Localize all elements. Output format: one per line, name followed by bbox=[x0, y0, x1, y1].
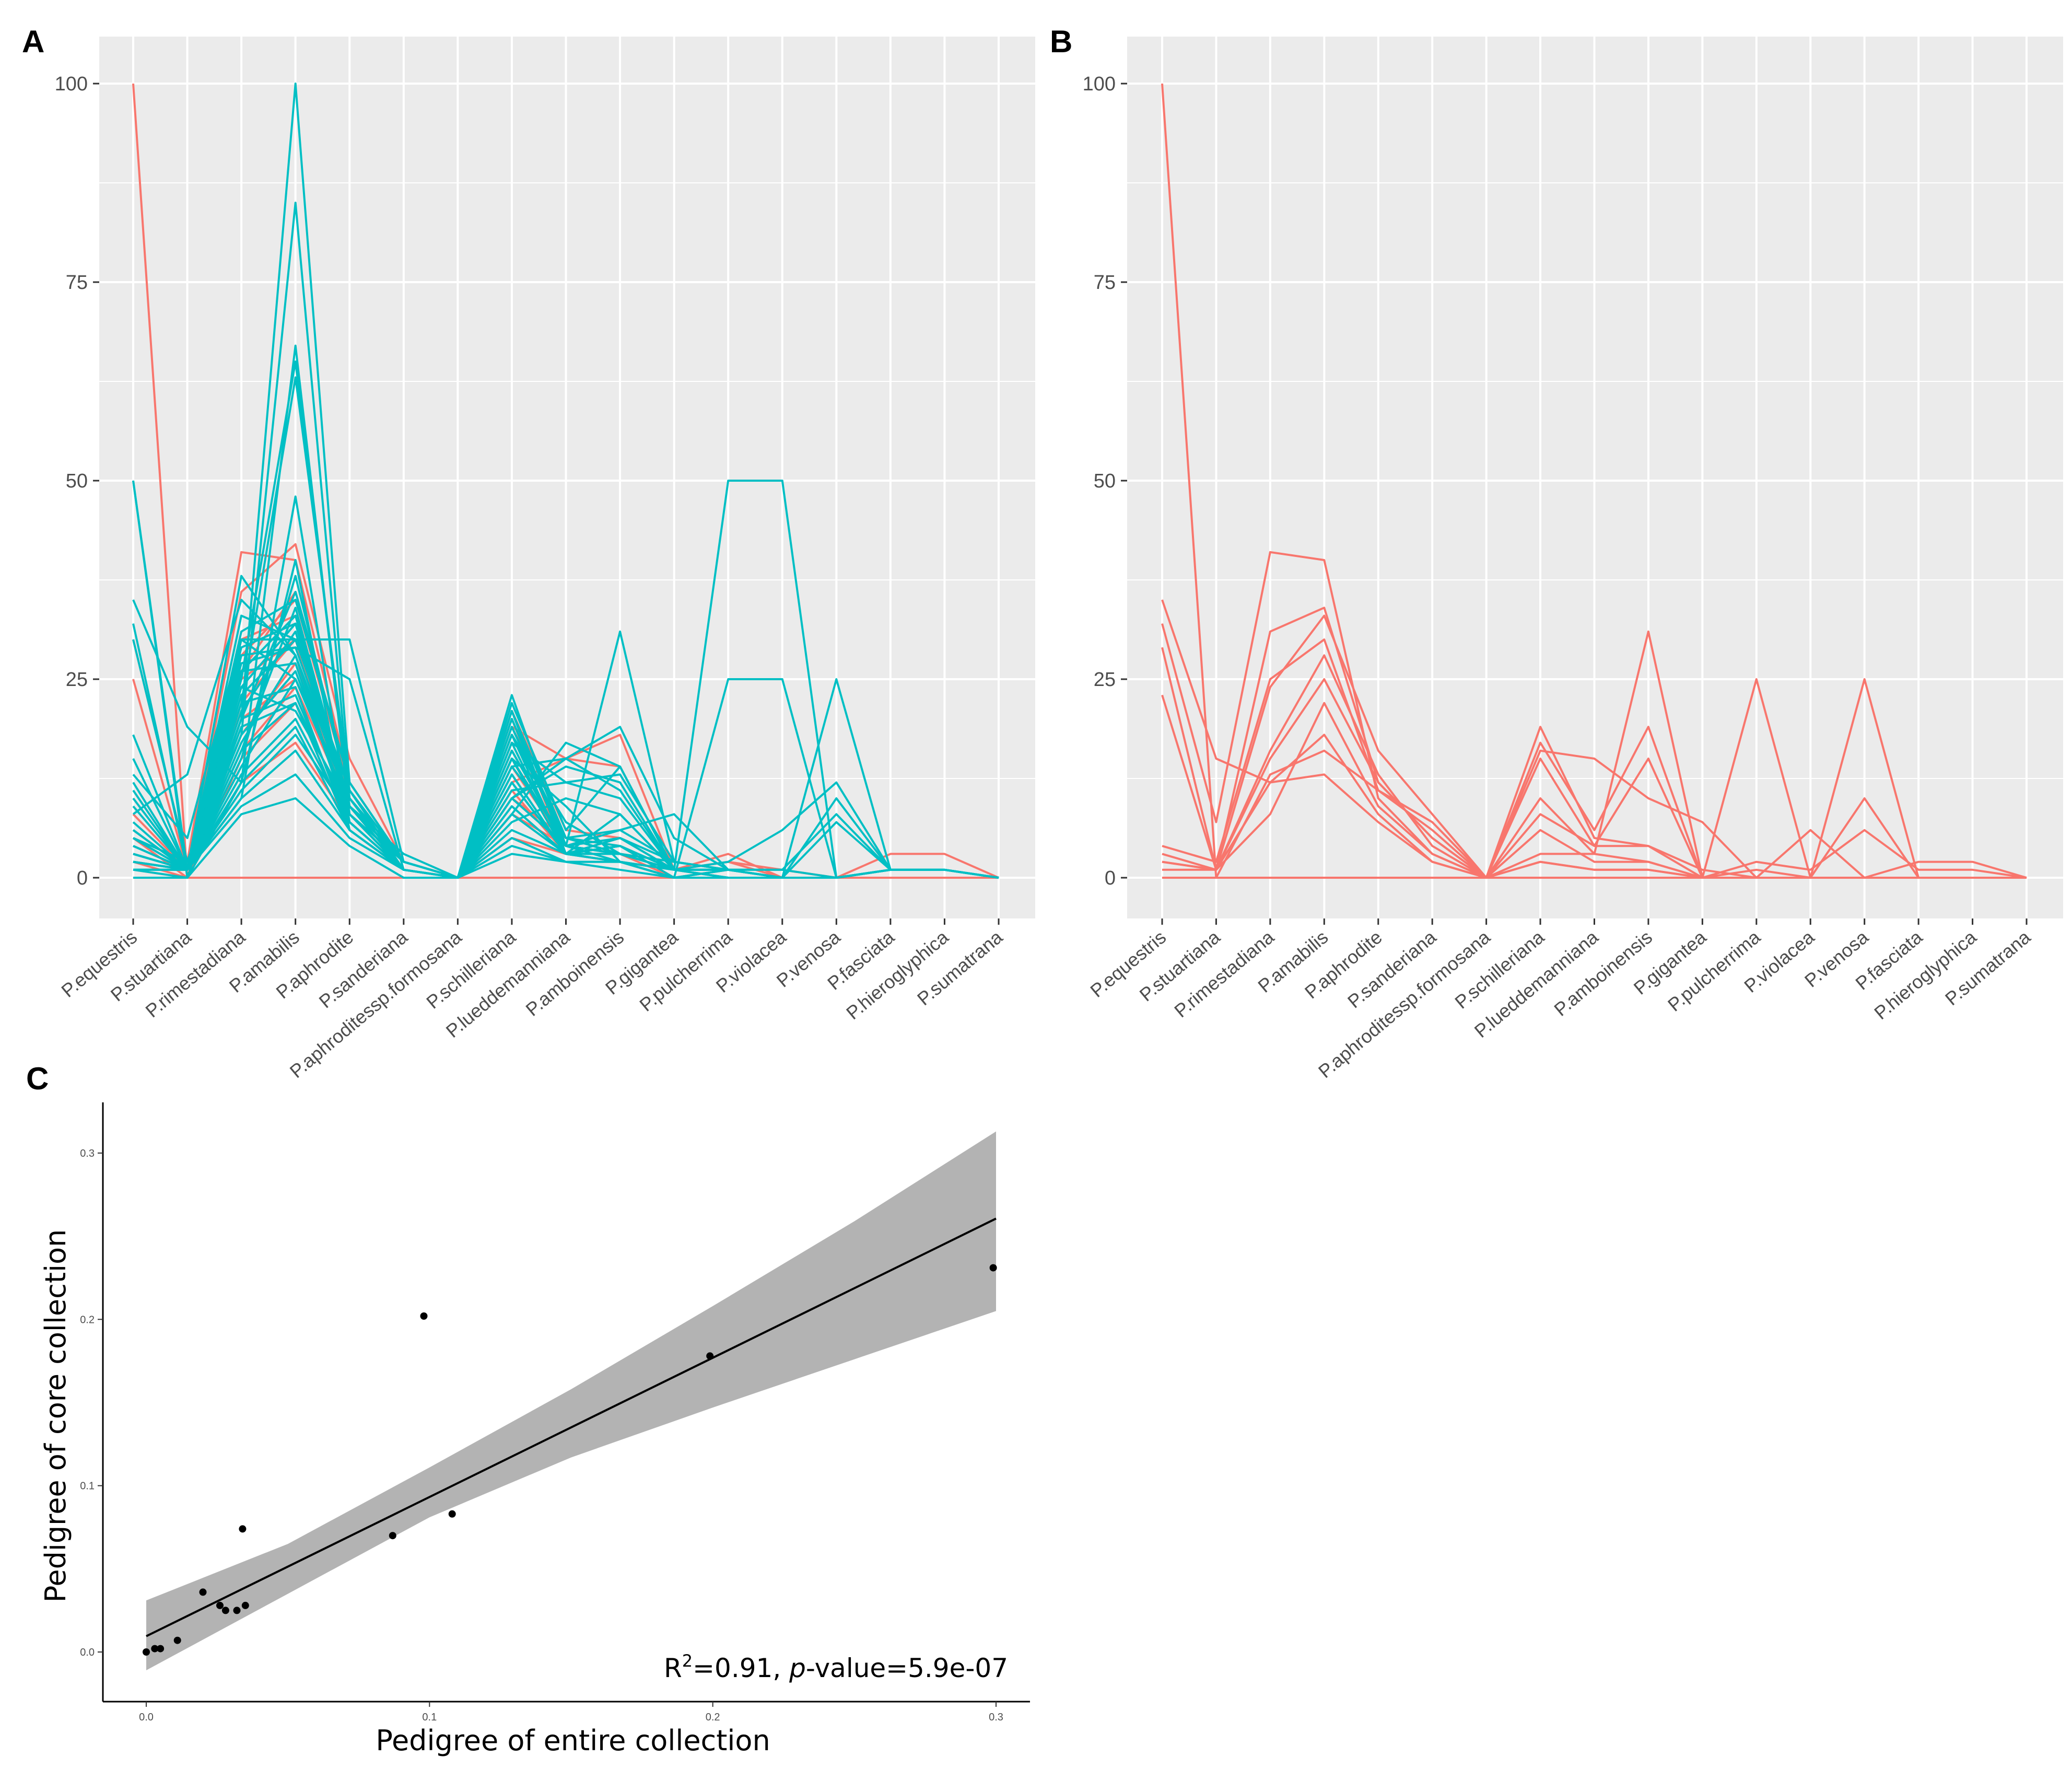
panel-c-axes: 0.0 0.1 0.2 0.3 0.0 0.1 0.2 0.3 bbox=[80, 1102, 1030, 1723]
scatter-point bbox=[989, 1264, 997, 1272]
panel-b-letter: B bbox=[1050, 24, 1072, 59]
series-line-core bbox=[1162, 678, 2027, 879]
scatter-point bbox=[233, 1607, 241, 1614]
x-tick-label: 0.2 bbox=[706, 1712, 720, 1723]
y-tick-label: 0 bbox=[77, 867, 88, 889]
r-label: R bbox=[664, 1653, 682, 1683]
y-tick-label: 75 bbox=[66, 272, 88, 294]
y-tick-label: 100 bbox=[1083, 73, 1116, 95]
scatter-point bbox=[151, 1645, 159, 1653]
panel-c-scatter-chart: 0.0 0.1 0.2 0.3 0.0 0.1 0.2 0.3 Pedigree of ent… bbox=[39, 1102, 1030, 1757]
y-tick-label: 0 bbox=[1105, 867, 1116, 889]
y-tick-label: 25 bbox=[1094, 669, 1116, 691]
scatter-point bbox=[239, 1525, 247, 1533]
panel-c-points bbox=[143, 1264, 997, 1656]
p-label: p bbox=[789, 1653, 806, 1683]
scatter-point bbox=[706, 1352, 714, 1360]
series-line-core bbox=[1162, 654, 2027, 879]
r-value: =0.91, bbox=[693, 1653, 789, 1683]
scatter-point bbox=[216, 1601, 224, 1609]
panel-a-letter: A bbox=[22, 24, 44, 59]
scatter-point bbox=[173, 1636, 181, 1644]
p-value: -value=5.9e-07 bbox=[806, 1653, 1008, 1683]
series-line-entire bbox=[132, 622, 999, 879]
scatter-point bbox=[389, 1532, 396, 1540]
panel-c-y-axis-title: Pedigree of core collection bbox=[39, 1229, 72, 1602]
scatter-point bbox=[420, 1312, 428, 1320]
r-superscript: 2 bbox=[682, 1651, 693, 1671]
y-tick-label: 50 bbox=[66, 470, 88, 492]
y-tick-label: 100 bbox=[55, 73, 88, 95]
panel-c-r2-annotation: R2=0.91, p-value=5.9e-07 bbox=[664, 1651, 1008, 1683]
scatter-point bbox=[221, 1607, 229, 1614]
y-tick-label: 0.0 bbox=[80, 1647, 95, 1658]
scatter-point bbox=[448, 1510, 456, 1518]
panel-c-x-axis-title: Pedigree of entire collection bbox=[376, 1724, 770, 1757]
scatter-point bbox=[143, 1648, 150, 1656]
panel-a-series-lines bbox=[132, 83, 999, 879]
y-tick-label: 75 bbox=[1094, 272, 1116, 294]
panel-c-regression-line bbox=[146, 1217, 997, 1637]
panel-c-confidence-band bbox=[146, 1131, 996, 1670]
y-tick-label: 0.3 bbox=[80, 1148, 95, 1159]
x-tick-label: 0.1 bbox=[422, 1712, 437, 1723]
panel-a-gridlines bbox=[99, 37, 1035, 918]
series-line-core bbox=[1161, 599, 2027, 879]
y-tick-label: 0.1 bbox=[80, 1481, 95, 1492]
scatter-point bbox=[241, 1601, 249, 1609]
x-tick-label: 0.3 bbox=[989, 1712, 1003, 1723]
panel-a-y-axis: 0 25 50 75 100 bbox=[55, 73, 99, 889]
y-tick-label: 0.2 bbox=[80, 1314, 95, 1325]
panel-c-letter: C bbox=[26, 1061, 49, 1096]
x-tick-label: 0.0 bbox=[139, 1712, 154, 1723]
scatter-point bbox=[199, 1588, 207, 1596]
panel-b-series-lines bbox=[1161, 83, 2027, 879]
panel-b-y-axis: 0 25 50 75 100 bbox=[1083, 73, 1127, 889]
y-tick-label: 25 bbox=[66, 669, 88, 691]
y-tick-label: 50 bbox=[1094, 470, 1116, 492]
scatter-point bbox=[157, 1645, 165, 1653]
